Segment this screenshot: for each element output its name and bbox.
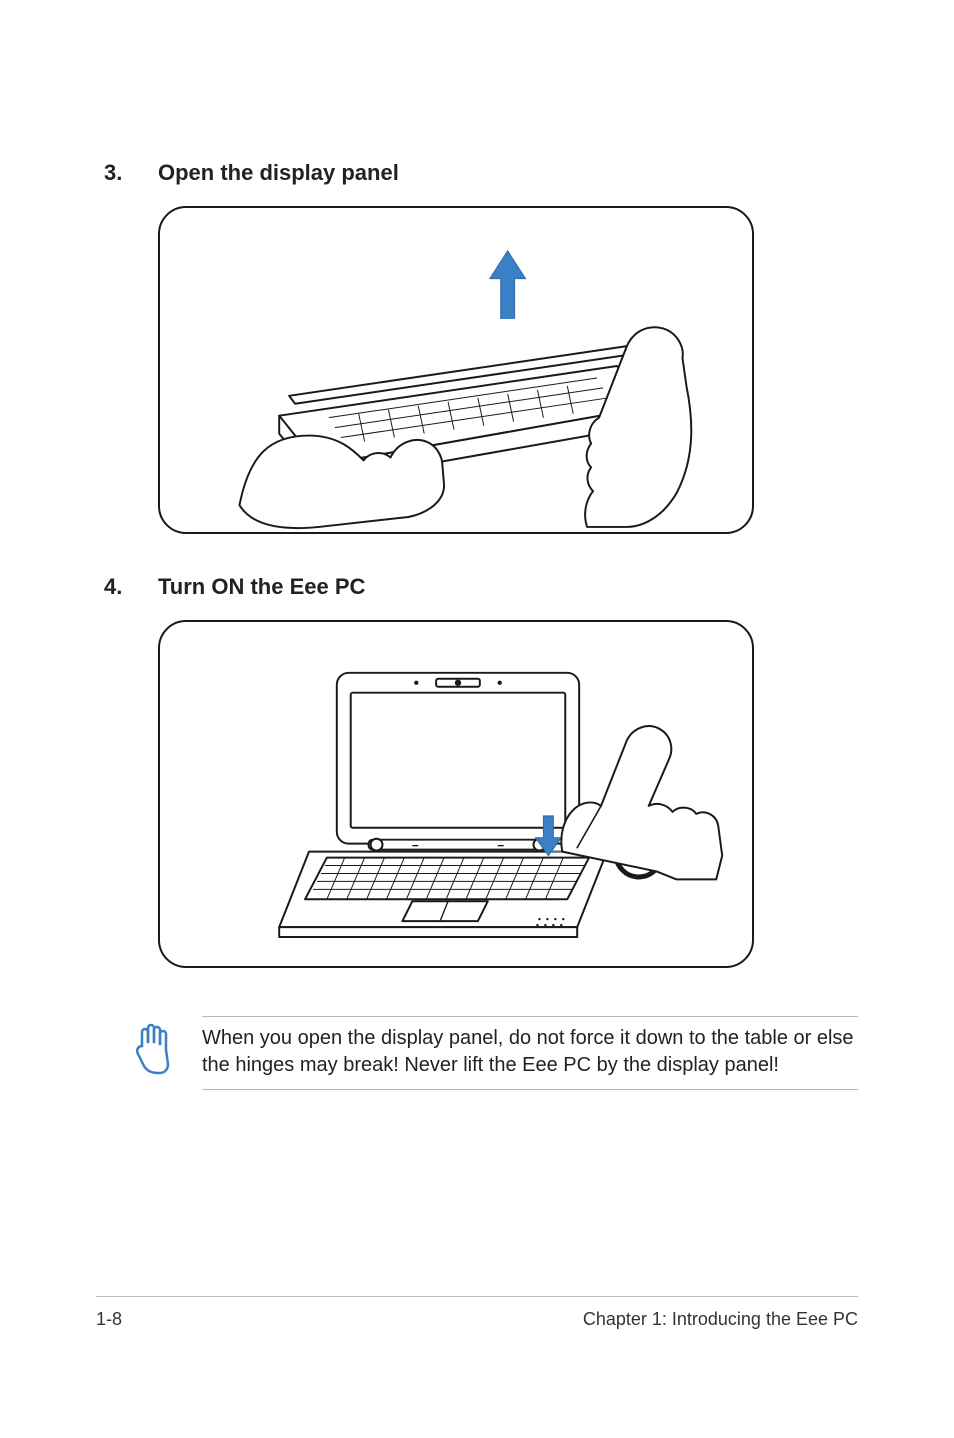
step-3-heading: 3. Open the display panel bbox=[104, 160, 858, 186]
footer-page-number: 1-8 bbox=[96, 1309, 122, 1330]
step-3-figure bbox=[158, 206, 858, 534]
footer-chapter-title: Chapter 1: Introducing the Eee PC bbox=[583, 1309, 858, 1330]
manual-page: 3. Open the display panel bbox=[0, 0, 954, 1438]
step-4-figure bbox=[158, 620, 858, 968]
caution-note-text: When you open the display panel, do not … bbox=[202, 1016, 858, 1090]
page-footer: 1-8 Chapter 1: Introducing the Eee PC bbox=[96, 1296, 858, 1330]
hand-pressing bbox=[561, 726, 722, 879]
hand-stop-icon bbox=[130, 1020, 178, 1081]
arrow-up-icon bbox=[490, 251, 526, 319]
figure-turn-on-eee-pc bbox=[158, 620, 754, 968]
step-4-title: Turn ON the Eee PC bbox=[158, 574, 365, 600]
step-4-number: 4. bbox=[104, 574, 158, 600]
step-3-number: 3. bbox=[104, 160, 158, 186]
open-display-illustration bbox=[160, 206, 752, 534]
caution-note: When you open the display panel, do not … bbox=[130, 1016, 858, 1090]
turn-on-illustration bbox=[160, 620, 752, 968]
step-4-heading: 4. Turn ON the Eee PC bbox=[104, 574, 858, 600]
step-3-title: Open the display panel bbox=[158, 160, 399, 186]
figure-open-display-panel bbox=[158, 206, 754, 534]
